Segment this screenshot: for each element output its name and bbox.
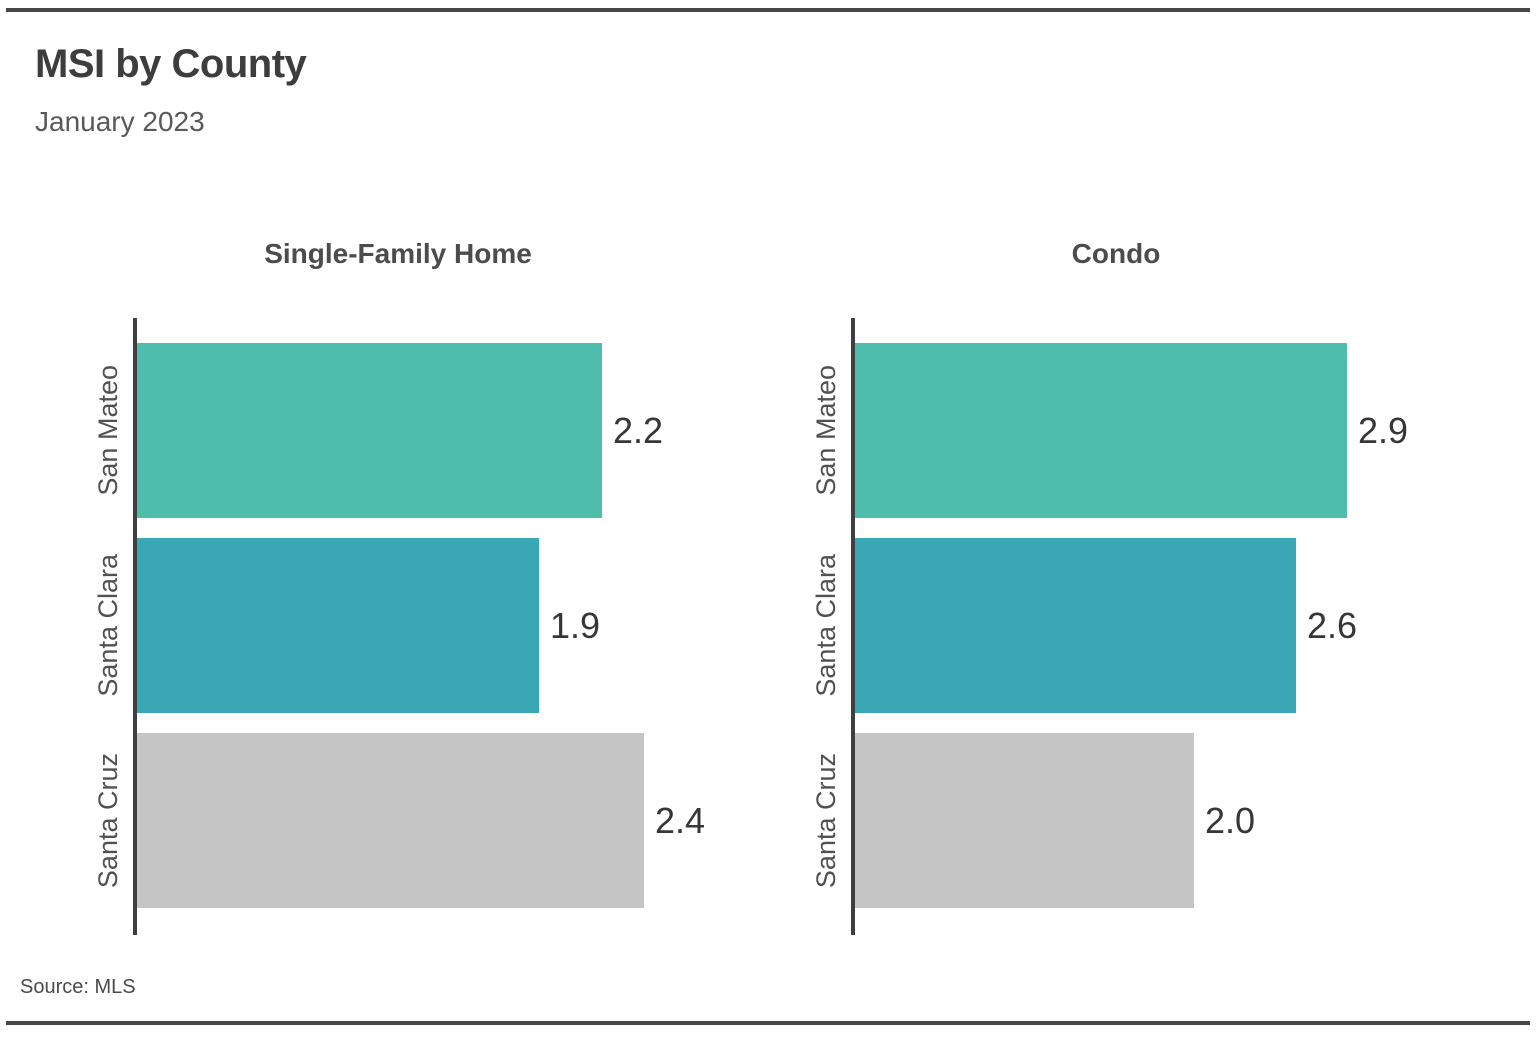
category-label-san-mateo: San Mateo <box>92 365 123 496</box>
plot-area-single-family-home: San Mateo 2.2 Santa Clara 1.9 Santa Cruz… <box>93 318 833 958</box>
category-label-box: Santa Cruz <box>85 733 131 908</box>
bar-row: Santa Cruz 2.4 <box>93 733 706 908</box>
category-label-box: Santa Cruz <box>803 733 849 908</box>
bar-row: Santa Cruz 2.0 <box>811 733 1256 908</box>
bar-santa-clara <box>855 538 1296 713</box>
bar-row: San Mateo 2.9 <box>811 343 1409 518</box>
value-label: 2.0 <box>1205 799 1256 841</box>
category-label-box: San Mateo <box>803 343 849 518</box>
category-label-box: San Mateo <box>85 343 131 518</box>
category-label-san-mateo: San Mateo <box>810 365 841 496</box>
bar-row: Santa Clara 1.9 <box>93 538 601 713</box>
chart-title-condo: Condo <box>1071 238 1161 269</box>
chart-title-single-family-home: Single-Family Home <box>264 238 532 269</box>
value-label: 2.9 <box>1358 409 1409 451</box>
page-title: MSI by County <box>35 42 307 86</box>
bar-row: Santa Clara 2.6 <box>811 538 1358 713</box>
y-axis-line <box>851 318 855 935</box>
source-note: Source: MLS <box>20 976 136 998</box>
chart-single-family-home: Single-Family Home San Mateo 2.2 Santa C… <box>93 238 833 958</box>
bar-san-mateo <box>137 343 602 518</box>
value-label: 2.4 <box>655 799 706 841</box>
category-label-santa-cruz: Santa Cruz <box>92 752 123 889</box>
y-axis-line <box>133 318 137 935</box>
bar-santa-cruz <box>855 733 1194 908</box>
bottom-rule <box>6 1021 1530 1025</box>
bar-santa-clara <box>137 538 539 713</box>
chart-condo: Condo San Mateo 2.9 Santa Clara 2.6 Sant… <box>811 238 1540 958</box>
category-label-box: Santa Clara <box>85 538 131 713</box>
value-label: 2.6 <box>1307 604 1358 646</box>
top-rule <box>6 8 1530 12</box>
category-label-santa-clara: Santa Clara <box>92 554 123 697</box>
category-label-santa-cruz: Santa Cruz <box>810 752 841 889</box>
value-label: 1.9 <box>550 604 601 646</box>
value-label: 2.2 <box>613 409 664 451</box>
bar-row: San Mateo 2.2 <box>93 343 664 518</box>
plot-area-condo: San Mateo 2.9 Santa Clara 2.6 Santa Cruz… <box>811 318 1540 958</box>
category-label-santa-clara: Santa Clara <box>810 554 841 697</box>
bar-santa-cruz <box>137 733 644 908</box>
category-label-box: Santa Clara <box>803 538 849 713</box>
bar-san-mateo <box>855 343 1347 518</box>
page-subtitle: January 2023 <box>35 106 205 137</box>
